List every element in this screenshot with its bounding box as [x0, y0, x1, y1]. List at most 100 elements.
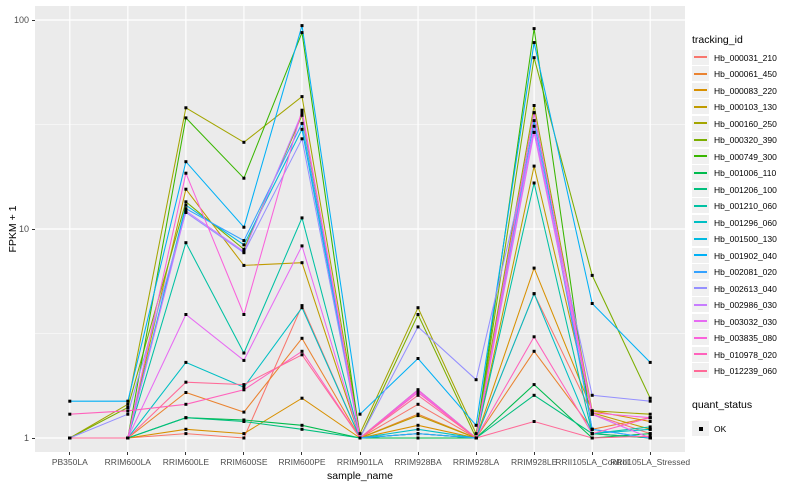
- x-tickmark: [475, 452, 477, 455]
- legend-item-label: Hb_000031_210: [714, 52, 777, 63]
- data-point: [242, 176, 246, 180]
- x-tickmark: [359, 452, 361, 455]
- data-point: [532, 56, 536, 60]
- legend-key: [692, 421, 709, 436]
- data-point: [184, 416, 188, 420]
- data-point: [532, 335, 536, 339]
- legend-line-swatch: [694, 287, 707, 289]
- legend-line-swatch: [694, 188, 707, 190]
- data-point: [532, 349, 536, 353]
- legend-item-label: Hb_002986_030: [714, 300, 777, 310]
- legend-line-swatch: [694, 105, 707, 108]
- legend-key: [692, 132, 709, 147]
- data-point: [242, 225, 246, 229]
- data-point: [300, 396, 304, 400]
- data-point: [648, 416, 652, 420]
- data-point: [68, 436, 72, 440]
- legend-item-label: Hb_002081_020: [714, 267, 777, 277]
- data-point: [242, 140, 246, 144]
- data-point: [300, 244, 304, 248]
- legend-item-label: Hb_000061_450: [714, 69, 777, 79]
- y-tick-label: 100: [13, 15, 29, 25]
- data-point: [68, 399, 72, 403]
- data-point: [358, 432, 362, 436]
- legend-item-label: Hb_002613_040: [714, 283, 777, 294]
- data-point: [416, 402, 420, 406]
- legend-item-Hb_010978_020: Hb_010978_020: [690, 346, 800, 362]
- data-point: [474, 436, 478, 440]
- legend-key: [692, 181, 709, 197]
- legend-line-swatch: [694, 122, 707, 124]
- data-point: [126, 406, 130, 409]
- data-point: [300, 427, 304, 431]
- legend-key: [692, 280, 709, 296]
- legend-item-label: Hb_012239_060: [714, 366, 777, 376]
- data-point: [184, 116, 188, 120]
- data-point: [590, 427, 594, 431]
- data-point: [416, 393, 420, 397]
- legend-line-swatch: [694, 270, 707, 273]
- data-point: [242, 243, 246, 247]
- y-tickmark: [32, 19, 35, 21]
- data-point: [300, 336, 304, 340]
- legend-key: [692, 165, 709, 180]
- legend-key: [692, 247, 709, 263]
- legend-title-quant-status: quant_status: [692, 399, 753, 411]
- legend-item-label: Hb_000749_300: [714, 151, 777, 162]
- legend-item-label: Hb_000103_130: [714, 102, 777, 112]
- data-point: [648, 396, 652, 400]
- legend-line-swatch: [694, 353, 707, 355]
- data-point: [184, 432, 188, 436]
- data-point: [532, 41, 536, 45]
- legend-title-tracking-id: tracking_id: [692, 34, 743, 46]
- data-point: [416, 423, 420, 427]
- data-point: [358, 412, 362, 416]
- data-point: [300, 113, 304, 117]
- data-point: [590, 409, 594, 413]
- data-point: [590, 302, 594, 305]
- data-point: [184, 402, 188, 406]
- data-point: [416, 432, 420, 436]
- legend-line-swatch: [694, 369, 707, 372]
- x-tickmark: [127, 452, 129, 455]
- legend-key: [692, 115, 709, 131]
- legend-line-swatch: [694, 254, 707, 256]
- legend-item-label: Hb_003032_030: [714, 316, 777, 327]
- legend-item-label: Hb_001296_060: [714, 217, 777, 228]
- x-tick-label: RRIM600LE: [162, 457, 210, 467]
- data-point: [474, 432, 478, 436]
- data-point: [300, 121, 304, 125]
- data-point: [184, 203, 188, 207]
- legend-item-Hb_000103_130: Hb_000103_130: [690, 99, 800, 114]
- legend-item-Hb_001006_110: Hb_001006_110: [690, 165, 800, 180]
- legend-line-swatch: [694, 204, 707, 207]
- legend-item-Hb_000160_250: Hb_000160_250: [690, 115, 800, 131]
- data-point: [532, 393, 536, 397]
- legend-item-label: Hb_001006_110: [714, 168, 777, 178]
- data-point: [416, 427, 420, 431]
- x-tickmark: [69, 452, 71, 455]
- data-point: [474, 423, 478, 427]
- data-point: [300, 108, 304, 112]
- data-point: [184, 360, 188, 364]
- data-point: [300, 216, 304, 220]
- data-point: [590, 393, 594, 397]
- data-point: [416, 388, 420, 392]
- data-point: [416, 436, 420, 440]
- x-tickmark: [649, 452, 651, 455]
- x-tickmark: [417, 452, 419, 455]
- data-point: [184, 207, 188, 211]
- legend-key: [692, 363, 709, 378]
- legend-key: [692, 264, 709, 279]
- x-tickmark: [185, 452, 187, 455]
- data-point: [532, 111, 536, 115]
- legend-item-Hb_000061_450: Hb_000061_450: [690, 66, 800, 81]
- data-point: [532, 266, 536, 270]
- y-tick-label: 10: [18, 224, 29, 234]
- legend-key: [692, 330, 709, 345]
- legend-item-Hb_001206_100: Hb_001206_100: [690, 181, 800, 197]
- legend-line-swatch: [694, 320, 707, 322]
- data-point: [416, 414, 420, 418]
- data-point: [590, 273, 594, 277]
- x-tick-label: RRIM901LA: [336, 457, 384, 467]
